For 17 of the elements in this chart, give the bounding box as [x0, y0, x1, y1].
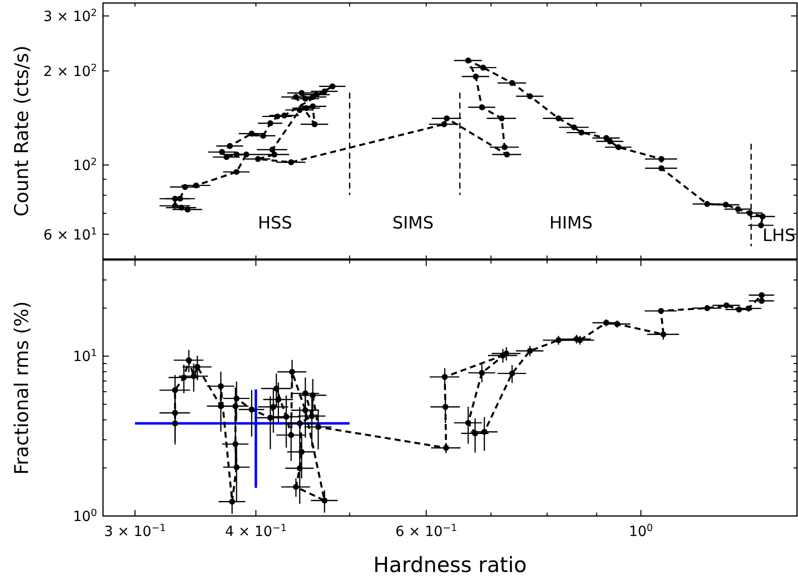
x-tick-label: 6 × 10$^{−1}$ [395, 522, 458, 540]
x-tick-label: 10$^{0}$ [628, 522, 653, 540]
y-tick-label: 3 × 10$^{2}$ [43, 7, 97, 25]
y-tick-label: 2 × 10$^{2}$ [43, 62, 97, 80]
annotation: LHS [762, 226, 796, 246]
y-tick-label: 6 × 10$^{1}$ [43, 226, 97, 244]
annotation: SIMS [392, 213, 434, 234]
y-axis-title: Count Rate (cts/s) [11, 46, 33, 216]
annotation: HSS [258, 213, 292, 234]
y-tick-label: 10$^{1}$ [72, 348, 97, 366]
y-tick-label: 10$^{2}$ [72, 156, 97, 174]
x-tick-label: 3 × 10$^{−1}$ [104, 522, 166, 540]
annotation: HIMS [549, 213, 593, 234]
y-axis-title: Fractional rms (%) [11, 301, 33, 475]
y-tick-label: 10$^{0}$ [72, 508, 97, 525]
x-tick-label: 4 × 10$^{−1}$ [224, 522, 287, 540]
x-axis-title: Hardness ratio [373, 553, 527, 577]
